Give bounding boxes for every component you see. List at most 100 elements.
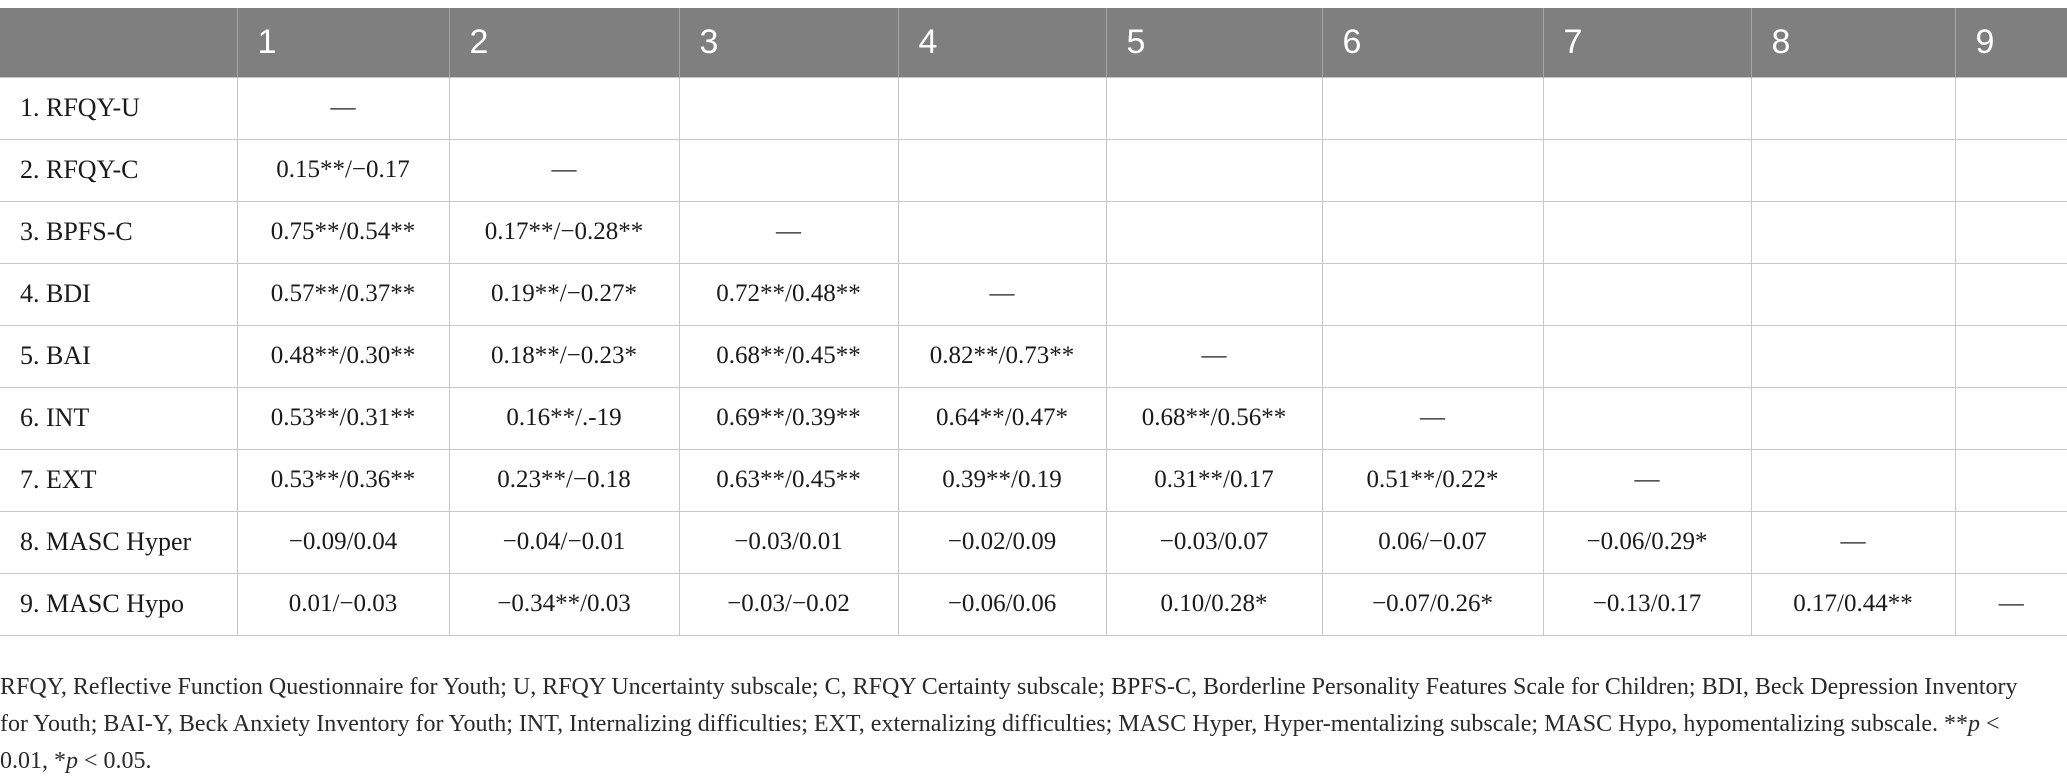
row-label: 5. BAI (0, 324, 238, 388)
table-cell: 0.48**/0.30** (236, 324, 450, 388)
table-cell (897, 138, 1107, 202)
table-cell: −0.07/0.26* (1321, 572, 1544, 636)
row-label: 1. RFQY-U (0, 76, 238, 140)
table-cell (1750, 138, 1956, 202)
table-row: 4. BDI 0.57**/0.37** 0.19**/−0.27* 0.72**/0… (0, 262, 2067, 326)
header-cell-2: 2 (448, 8, 679, 77)
table-footnote: RFQY, Reflective Function Questionnaire … (0, 669, 2040, 780)
table-cell: −0.06/0.29* (1542, 510, 1752, 574)
table-cell (1542, 200, 1752, 264)
table-cell (1750, 448, 1956, 512)
table-cell: 0.15**/−0.17 (236, 138, 450, 202)
table-cell: 0.16**/.-19 (448, 386, 680, 450)
table-cell: 0.31**/0.17 (1105, 448, 1323, 512)
table-row: 5. BAI 0.48**/0.30** 0.18**/−0.23* 0.68**/0… (0, 324, 2067, 388)
footnote-sig-single: * (54, 748, 66, 774)
table-row: 9. MASC Hypo 0.01/−0.03 −0.34**/0.03 −0.03/… (0, 572, 2067, 636)
header-cell-6: 6 (1321, 8, 1543, 77)
header-cell-7: 7 (1542, 8, 1751, 77)
table-cell (1954, 262, 2067, 326)
header-cell-9: 9 (1954, 8, 2067, 77)
table-cell: 0.53**/0.36** (236, 448, 450, 512)
table-cell (1954, 324, 2067, 388)
table-cell (1954, 200, 2067, 264)
table-cell: 0.82**/0.73** (897, 324, 1107, 388)
table-cell (1321, 200, 1544, 264)
row-label: 6. INT (0, 386, 238, 450)
table-cell: 0.75**/0.54** (236, 200, 450, 264)
table-cell: — (897, 262, 1107, 326)
footnote-p-symbol: p (1968, 711, 1981, 737)
table-cell (1750, 262, 1956, 326)
table-cell: −0.03/0.01 (678, 510, 899, 574)
table-cell: — (448, 138, 680, 202)
table-cell: 0.69**/0.39** (678, 386, 899, 450)
table-cell (448, 76, 680, 140)
row-label: 4. BDI (0, 262, 238, 326)
table-cell: 0.18**/−0.23* (448, 324, 680, 388)
table-cell: — (1542, 448, 1752, 512)
table-cell (1105, 200, 1323, 264)
table-cell: 0.19**/−0.27* (448, 262, 680, 326)
table-cell: −0.03/0.07 (1105, 510, 1323, 574)
table-cell: −0.04/−0.01 (448, 510, 680, 574)
table-cell: −0.13/0.17 (1542, 572, 1752, 636)
table-cell: −0.06/0.06 (897, 572, 1107, 636)
correlation-table: 1 2 3 4 5 6 7 8 9 1. RFQY-U —2. RFQY-C 0.1… (0, 8, 2067, 636)
table-cell: 0.39**/0.19 (897, 448, 1107, 512)
table-cell: — (1750, 510, 1956, 574)
table-cell (1105, 76, 1323, 140)
table-cell (1321, 76, 1544, 140)
row-label: 8. MASC Hyper (0, 510, 238, 574)
footnote-p-symbol-2: p (66, 748, 78, 774)
table-cell (1542, 386, 1752, 450)
table-cell: 0.57**/0.37** (236, 262, 450, 326)
table-cell: 0.68**/0.45** (678, 324, 899, 388)
header-cell-8: 8 (1750, 8, 1955, 77)
table-cell (1321, 138, 1544, 202)
table-cell: — (1105, 324, 1323, 388)
footnote-sig-double: ** (1944, 711, 1969, 737)
table-cell: 0.23**/−0.18 (448, 448, 680, 512)
table-row: 7. EXT 0.53**/0.36** 0.23**/−0.18 0.63**/0.… (0, 448, 2067, 512)
table-cell (1105, 262, 1323, 326)
header-cell-5: 5 (1105, 8, 1322, 77)
table-cell: — (236, 76, 450, 140)
table-cell: — (678, 200, 899, 264)
table-cell: 0.64**/0.47* (897, 386, 1107, 450)
table-row: 2. RFQY-C 0.15**/−0.17— (0, 138, 2067, 202)
table-cell: 0.10/0.28* (1105, 572, 1323, 636)
table-cell (1542, 324, 1752, 388)
table-cell: 0.72**/0.48** (678, 262, 899, 326)
table-header-row: 1 2 3 4 5 6 7 8 9 (0, 8, 2067, 77)
table-cell: 0.06/−0.07 (1321, 510, 1544, 574)
table-cell: 0.53**/0.31** (236, 386, 450, 450)
table-cell (1954, 386, 2067, 450)
table-cell (1954, 138, 2067, 202)
table-row: 6. INT 0.53**/0.31** 0.16**/.-19 0.69**/0.3… (0, 386, 2067, 450)
table-cell: −0.02/0.09 (897, 510, 1107, 574)
table-cell (678, 138, 899, 202)
table-row: 3. BPFS-C 0.75**/0.54** 0.17**/−0.28** — (0, 200, 2067, 264)
table-cell (1750, 76, 1956, 140)
table-cell (1750, 386, 1956, 450)
table-cell (1954, 510, 2067, 574)
table-cell: −0.34**/0.03 (448, 572, 680, 636)
table-cell (1321, 324, 1544, 388)
footnote-text: RFQY, Reflective Function Questionnaire … (0, 674, 2018, 737)
table-cell (1954, 76, 2067, 140)
table-cell (1321, 262, 1544, 326)
footnote-sig-single-rest: < 0.05. (78, 748, 152, 774)
row-label: 2. RFQY-C (0, 138, 238, 202)
table-cell (1750, 200, 1956, 264)
table-cell (678, 76, 899, 140)
header-cell-1: 1 (236, 8, 449, 77)
table-row: 8. MASC Hyper −0.09/0.04 −0.04/−0.01 −0.03/… (0, 510, 2067, 574)
table-cell: 0.63**/0.45** (678, 448, 899, 512)
row-label: 7. EXT (0, 448, 238, 512)
table-cell (1105, 138, 1323, 202)
table-cell (1954, 448, 2067, 512)
table-cell: 0.17**/−0.28** (448, 200, 680, 264)
table-row: 1. RFQY-U — (0, 76, 2067, 140)
table-cell (897, 76, 1107, 140)
